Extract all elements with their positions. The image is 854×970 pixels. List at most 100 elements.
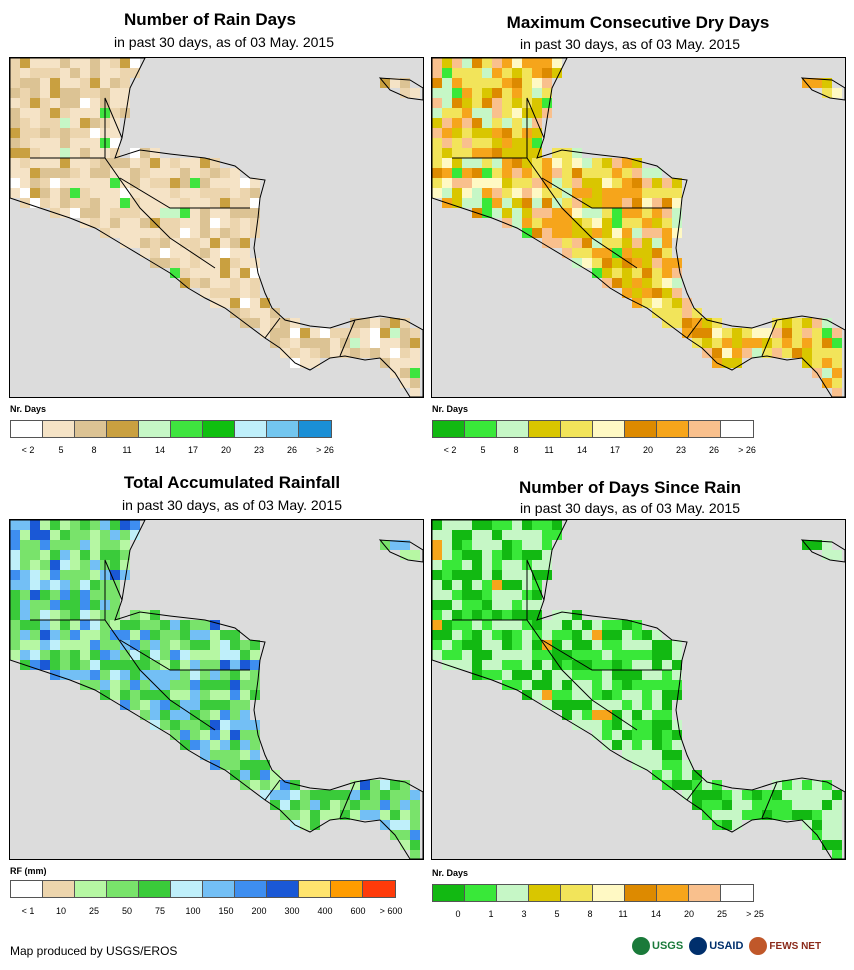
panel-3-map[interactable] <box>9 519 424 860</box>
map-canvas <box>10 520 423 859</box>
panel-3-legend-title: RF (mm) <box>10 866 47 876</box>
legend-label: 400 <box>317 906 333 916</box>
legend-swatch <box>11 421 43 437</box>
legend-swatch <box>299 881 331 897</box>
map-canvas <box>432 58 845 397</box>
legend-label: > 600 <box>379 906 403 916</box>
legend-swatch <box>657 421 689 437</box>
legend-swatch <box>593 421 625 437</box>
legend-swatch <box>267 421 299 437</box>
legend-swatch <box>625 885 657 901</box>
panel-1-legend-title: Nr. Days <box>10 404 47 414</box>
legend-label: 20 <box>220 445 232 455</box>
legend-swatch <box>497 421 529 437</box>
legend-label: > 25 <box>746 909 764 919</box>
legend-label: 23 <box>675 445 687 455</box>
legend-label: 5 <box>58 445 64 455</box>
legend-swatch <box>107 881 139 897</box>
panel-4-title: Number of Days Since Rain <box>518 478 741 497</box>
legend-label: 200 <box>251 906 267 916</box>
panel-1-subtitle: in past 30 days, as of 03 May. 2015 <box>114 34 334 50</box>
usgs-emblem-icon <box>632 937 650 955</box>
panel-3-subtitle: in past 30 days, as of 03 May. 2015 <box>122 497 342 513</box>
legend-swatch <box>529 885 561 901</box>
legend-swatch <box>465 421 497 437</box>
legend-swatch <box>267 881 299 897</box>
usaid-logo-text: USAID <box>709 940 744 952</box>
legend-label: 20 <box>683 909 695 919</box>
legend-swatch <box>497 885 529 901</box>
map-canvas <box>10 58 423 397</box>
legend-swatch <box>363 881 395 897</box>
legend-label: 26 <box>708 445 720 455</box>
legend-label: 600 <box>350 906 366 916</box>
legend-label: 50 <box>121 906 133 916</box>
legend-label: 11 <box>122 445 132 455</box>
legend-label: 150 <box>218 906 234 916</box>
legend-label: 26 <box>286 445 298 455</box>
legend-label: 17 <box>609 445 621 455</box>
legend-swatch <box>433 885 465 901</box>
legend-label: 20 <box>642 445 654 455</box>
legend-label: < 1 <box>21 906 35 916</box>
agency-logos: USGS USAID FEWS NET <box>632 932 848 960</box>
legend-label: 75 <box>154 906 166 916</box>
legend-label: 5 <box>554 909 560 919</box>
legend-swatch <box>139 421 171 437</box>
legend-label: 25 <box>716 909 728 919</box>
panel-2-subtitle: in past 30 days, as of 03 May. 2015 <box>520 36 740 52</box>
legend-swatch <box>203 421 235 437</box>
legend-swatch <box>433 421 465 437</box>
legend-swatch <box>689 885 721 901</box>
legend-swatch <box>331 881 363 897</box>
legend-label: 5 <box>480 445 486 455</box>
usgs-logo-text: USGS <box>652 940 684 952</box>
map-canvas <box>432 520 845 859</box>
legend-swatch <box>593 885 625 901</box>
legend-swatch <box>235 421 267 437</box>
legend-swatch <box>171 881 203 897</box>
legend-label: 25 <box>88 906 100 916</box>
legend-swatch <box>43 421 75 437</box>
panel-1-map[interactable] <box>9 57 424 398</box>
legend-swatch <box>657 885 689 901</box>
legend-label: 100 <box>185 906 201 916</box>
legend-label: 3 <box>521 909 527 919</box>
legend-swatch <box>107 421 139 437</box>
legend-swatch <box>203 881 235 897</box>
legend-label: 14 <box>154 445 166 455</box>
legend-label: 17 <box>187 445 199 455</box>
panel-1-title: Number of Rain Days <box>124 10 296 29</box>
panel-3-title: Total Accumulated Rainfall <box>123 473 341 492</box>
fewsnet-emblem-icon <box>749 937 768 955</box>
legend-label: 0 <box>455 909 461 919</box>
panel-4-legend-title: Nr. Days <box>432 868 469 878</box>
panel-4-legend <box>432 884 754 902</box>
legend-label: < 2 <box>21 445 35 455</box>
legend-swatch <box>561 421 593 437</box>
legend-label: > 26 <box>738 445 756 455</box>
legend-label: 8 <box>587 909 593 919</box>
legend-swatch <box>625 421 657 437</box>
panel-2-legend <box>432 420 754 438</box>
legend-label: 11 <box>618 909 628 919</box>
legend-swatch <box>721 885 753 901</box>
legend-label: 11 <box>544 445 554 455</box>
legend-label: 1 <box>488 909 494 919</box>
legend-swatch <box>561 885 593 901</box>
panel-2-map[interactable] <box>431 57 846 398</box>
legend-label: 10 <box>55 906 67 916</box>
panel-4-subtitle: in past 30 days, as of 03 May. 2015 <box>520 500 740 516</box>
legend-swatch <box>529 421 561 437</box>
panel-2-title: Maximum Consecutive Dry Days <box>506 13 770 32</box>
fewsnet-logo-text: FEWS NET <box>769 940 822 952</box>
legend-swatch <box>689 421 721 437</box>
panel-4-map[interactable] <box>431 519 846 860</box>
legend-label: < 2 <box>443 445 457 455</box>
legend-label: 14 <box>576 445 588 455</box>
legend-swatch <box>465 885 497 901</box>
legend-swatch <box>235 881 267 897</box>
usgs-logo: USGS <box>632 937 683 955</box>
legend-label: 8 <box>513 445 519 455</box>
usaid-logo: USAID <box>689 937 743 955</box>
